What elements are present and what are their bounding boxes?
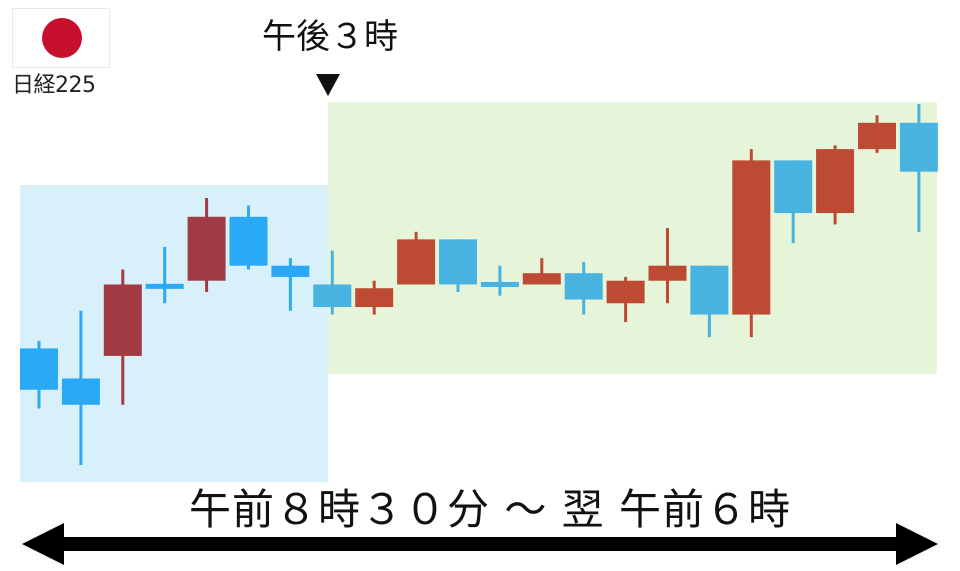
candle-body (61, 378, 100, 405)
candle-15 (648, 228, 687, 304)
candle-18 (774, 160, 813, 244)
candle-16 (690, 265, 729, 338)
candle-2 (103, 269, 142, 405)
candle-13 (564, 261, 603, 315)
candle-1 (61, 310, 100, 465)
arrow-left-head (22, 523, 64, 565)
candle-14 (606, 276, 645, 323)
candle-8 (355, 280, 394, 315)
candle-body (439, 239, 477, 285)
candle-5 (229, 205, 268, 270)
candle-body (564, 273, 603, 300)
candle-body (20, 348, 58, 390)
japan-flag-icon (12, 8, 110, 68)
candle-body (690, 265, 729, 315)
candle-body (397, 239, 436, 285)
candle-body (732, 160, 771, 315)
index-name-label: 日経225 (12, 73, 96, 98)
trading-hours-range-label: 午前８時３０分 ～ 翌 午前６時 (188, 485, 792, 534)
candle-body (271, 265, 310, 277)
candle-body (187, 216, 226, 281)
candle-19 (816, 145, 855, 225)
candle-body (103, 284, 142, 356)
candle-body (480, 281, 519, 287)
night-session-background (328, 102, 937, 374)
candle-body (522, 273, 561, 285)
down-triangle-marker-icon (316, 74, 340, 96)
candle-9 (397, 231, 436, 285)
candle-body (899, 122, 938, 172)
candle-body (229, 216, 268, 266)
candle-10 (439, 239, 477, 292)
candle-body (313, 284, 352, 308)
candle-body (774, 160, 813, 214)
candle-4 (187, 198, 226, 292)
candle-body (145, 283, 184, 289)
flag-red-disc (42, 18, 82, 58)
candle-body (858, 122, 896, 150)
candle-7 (313, 250, 352, 315)
arrow-right-head (896, 523, 938, 565)
candle-17 (732, 149, 771, 338)
candle-21 (899, 104, 938, 232)
candle-body (648, 265, 687, 281)
candle-3 (145, 246, 184, 304)
candle-12 (522, 258, 561, 285)
candle-11 (480, 265, 519, 296)
double-headed-arrow-icon (22, 523, 938, 565)
candle-body (606, 280, 645, 304)
candle-6 (271, 258, 310, 311)
candle-body (355, 288, 394, 308)
day-session-background (20, 185, 328, 482)
candle-20 (858, 115, 896, 153)
candle-0 (20, 340, 58, 409)
session-marker-label: 午後３時 (262, 17, 398, 57)
candle-body (816, 149, 855, 214)
arrow-shaft (62, 537, 900, 551)
